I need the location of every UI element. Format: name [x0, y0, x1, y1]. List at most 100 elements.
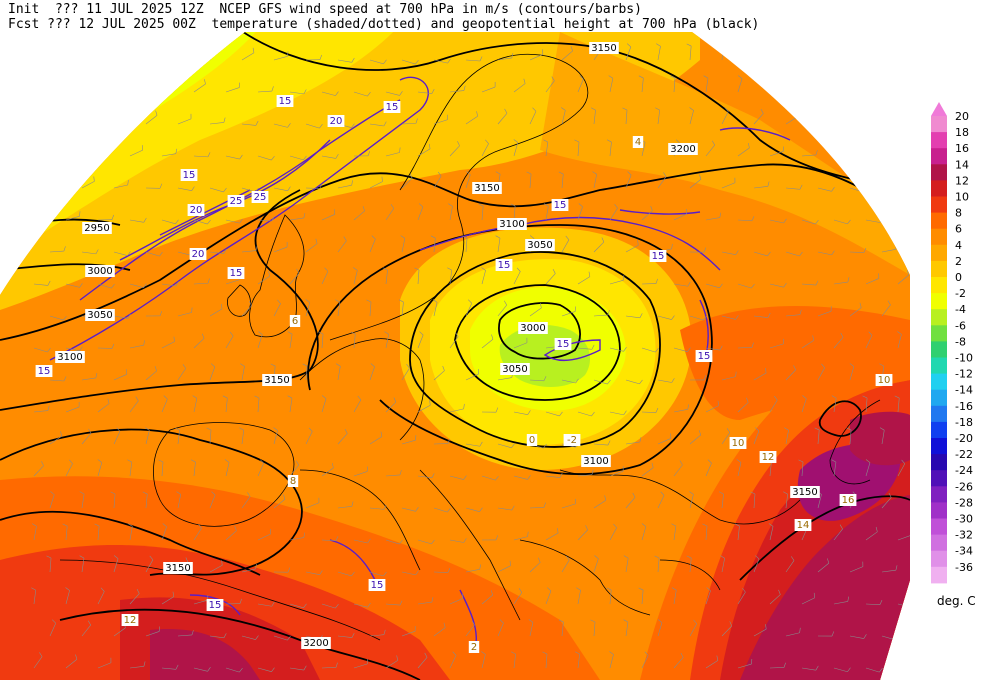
wind-barb [257, 398, 260, 413]
wind-barb [609, 470, 624, 477]
wind-barb-flag [839, 524, 843, 530]
wind-barb [225, 335, 234, 349]
wind-barb-flag [351, 633, 355, 638]
wind-barb [529, 307, 542, 317]
wind-barb-flag [97, 459, 102, 463]
wind-barb-flag [431, 539, 435, 545]
wind-barb [593, 241, 605, 253]
wind-barb [433, 507, 448, 513]
wind-barb-flag [689, 491, 694, 495]
wind-barb [625, 315, 640, 319]
wind-barb [49, 250, 64, 253]
legend-label: 12 [955, 174, 969, 187]
wind-barb-flag [575, 651, 580, 655]
wind-barb [817, 430, 820, 445]
temp-label-bg [121, 614, 139, 626]
wind-barb [385, 603, 400, 606]
wind-barb [97, 662, 112, 669]
wind-barb-flag [431, 473, 435, 478]
wind-barb [209, 494, 216, 509]
wind-barb-flag [113, 555, 119, 559]
wind-barb [289, 464, 299, 477]
wind-barb-flag [344, 428, 348, 434]
wind-barb [593, 379, 608, 385]
wind-barb-flag [897, 331, 902, 335]
wind-barb [241, 52, 255, 61]
wind-barb-flag [557, 528, 559, 534]
wind-barb [321, 467, 334, 477]
wind-barb-flag [287, 331, 293, 335]
wind-barb [721, 558, 725, 573]
wind-barb-flag [247, 492, 251, 497]
wind-barb [833, 667, 848, 673]
wind-barb [241, 305, 252, 317]
wind-barb [721, 494, 724, 509]
wind-barb [673, 78, 676, 93]
wind-barb [753, 558, 760, 573]
wind-barb-flag [799, 627, 801, 633]
wind-barb [737, 147, 750, 157]
wind-barb [433, 302, 438, 317]
height-label-bg [668, 143, 698, 155]
wind-barb-flag [547, 587, 552, 592]
wind-barb [689, 623, 698, 637]
wind-barb-flag [175, 148, 178, 154]
wind-barb [513, 342, 528, 349]
wind-barb-flag [287, 186, 291, 191]
wind-barb [385, 208, 395, 221]
wind-barb-flag [447, 438, 450, 444]
wind-barb-flag [190, 459, 196, 463]
wind-barb-flag [47, 405, 50, 411]
wind-barb [145, 251, 160, 257]
wind-barb-flag [210, 363, 216, 368]
wind-barb [97, 403, 110, 413]
wind-barb-flag [495, 535, 499, 541]
wind-barb [161, 398, 168, 413]
wind-barb-flag [849, 363, 855, 367]
wind-barb [401, 59, 416, 65]
wind-barb [881, 430, 885, 445]
wind-barb [385, 660, 398, 669]
wind-barb [193, 83, 206, 93]
wind-barb [225, 219, 240, 224]
wind-barb-flag [751, 216, 755, 221]
wind-barb-flag [538, 557, 541, 563]
wind-barb [609, 142, 612, 157]
wind-barb [881, 249, 896, 253]
wind-barb-flag [671, 243, 673, 249]
wind-barb-flag [561, 107, 566, 111]
wind-barb [689, 434, 701, 445]
wind-barb-flag [443, 622, 446, 628]
height-label-bg [85, 265, 115, 277]
wind-barb-flag [204, 79, 206, 85]
wind-barb [209, 308, 223, 317]
wind-barb-flag [613, 523, 617, 528]
wind-barb-flag [351, 57, 355, 63]
wind-barb [689, 179, 702, 189]
wind-barb [609, 527, 617, 541]
wind-barb [257, 334, 263, 349]
wind-barb [465, 569, 480, 573]
wind-barb-flag [162, 523, 167, 528]
wind-barb [337, 635, 352, 638]
wind-barb [609, 411, 624, 416]
wind-barb [33, 526, 37, 541]
wind-barb [737, 78, 743, 93]
wind-barb-flag [552, 268, 556, 274]
wind-barb-flag [463, 403, 465, 409]
wind-barb [33, 465, 44, 477]
wind-barb-flag [651, 462, 654, 468]
wind-barb-flag [778, 589, 781, 595]
wind-barb-flag [814, 427, 820, 431]
wind-barb-flag [637, 240, 639, 246]
wind-barb-flag [592, 171, 597, 175]
wind-barb [401, 302, 404, 317]
wind-barb [321, 539, 336, 542]
wind-barb-flag [760, 108, 764, 114]
wind-barb [785, 560, 795, 573]
wind-barb-flag [793, 365, 796, 371]
wind-barb [897, 334, 902, 349]
wind-barb [577, 654, 580, 669]
wind-barb [417, 206, 424, 221]
wind-barb [65, 526, 68, 541]
